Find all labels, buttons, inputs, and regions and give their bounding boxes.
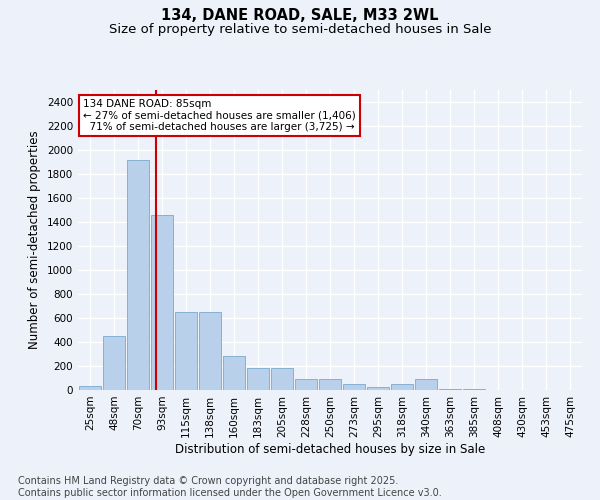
Bar [391,384,413,390]
Bar [103,336,125,390]
Text: Size of property relative to semi-detached houses in Sale: Size of property relative to semi-detach… [109,22,491,36]
Y-axis label: Number of semi-detached properties: Number of semi-detached properties [28,130,41,350]
Bar [463,389,485,390]
Bar [247,368,269,390]
Text: 134 DANE ROAD: 85sqm
← 27% of semi-detached houses are smaller (1,406)
  71% of : 134 DANE ROAD: 85sqm ← 27% of semi-detac… [83,99,356,132]
Bar [175,312,197,390]
X-axis label: Distribution of semi-detached houses by size in Sale: Distribution of semi-detached houses by … [175,442,485,456]
Bar [199,312,221,390]
Bar [367,387,389,390]
Bar [439,389,461,390]
Bar [319,379,341,390]
Bar [271,368,293,390]
Bar [223,356,245,390]
Bar [295,379,317,390]
Bar [343,384,365,390]
Text: Contains HM Land Registry data © Crown copyright and database right 2025.
Contai: Contains HM Land Registry data © Crown c… [18,476,442,498]
Bar [79,386,101,390]
Bar [415,378,437,390]
Text: 134, DANE ROAD, SALE, M33 2WL: 134, DANE ROAD, SALE, M33 2WL [161,8,439,22]
Bar [151,215,173,390]
Bar [127,160,149,390]
